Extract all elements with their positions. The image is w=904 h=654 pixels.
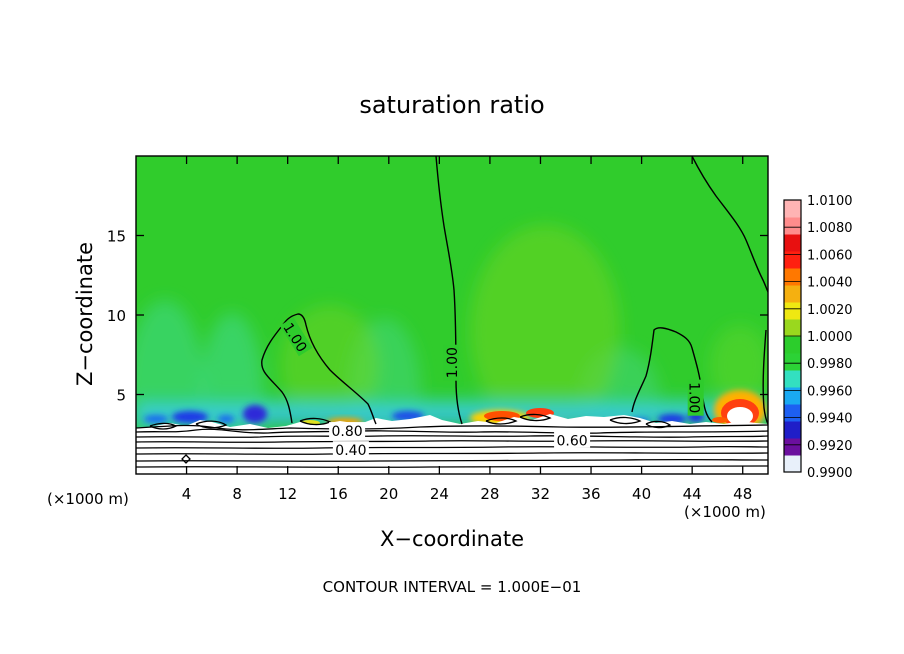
lower-white-layer xyxy=(136,414,768,474)
colorbar-swatches xyxy=(784,200,801,473)
x-tick-label: 16 xyxy=(329,485,348,503)
colorbar-swatch xyxy=(784,438,801,456)
colorbar-swatch xyxy=(784,404,801,422)
y-axis-ticks: 5 10 15 xyxy=(107,228,768,405)
colorbar-label: 0.9920 xyxy=(807,439,853,454)
colorbar-swatch xyxy=(784,387,801,405)
y-tick-label: 10 xyxy=(107,307,126,325)
contour-label-bg xyxy=(687,379,704,416)
contour-label-bg xyxy=(329,422,366,439)
colorbar-swatch xyxy=(784,336,801,354)
contour-label: 1.00 xyxy=(443,344,461,381)
contour-label: 0.40 xyxy=(332,441,369,459)
contour-label-text: 0.80 xyxy=(332,424,363,440)
colorbar-labels: 1.0100 1.0080 1.0060 1.0040 1.0020 1.0000 0.99… xyxy=(784,194,853,481)
contour-label-bg xyxy=(443,344,459,381)
x-unit-left: (×1000 m) xyxy=(47,490,129,508)
contour-label-text: 1.00 xyxy=(686,382,702,413)
x-axis-label: X−coordinate xyxy=(380,527,524,551)
colorbar-swatch xyxy=(784,455,801,473)
colorbar-label: 1.0040 xyxy=(807,276,853,291)
x-tick-label: 44 xyxy=(683,485,702,503)
x-tick-label: 8 xyxy=(232,485,242,503)
colorbar-label: 1.0100 xyxy=(807,194,853,209)
colorbar-swatch xyxy=(784,251,801,269)
colorbar-label: 0.9960 xyxy=(807,384,853,399)
x-tick-label: 24 xyxy=(430,485,449,503)
y-tick-label: 15 xyxy=(107,228,126,246)
x-tick-label: 48 xyxy=(733,485,752,503)
x-axis-ticks: 4 8 12 16 20 24 28 32 36 40 44 48 xyxy=(182,156,752,503)
x-tick-label: 28 xyxy=(480,485,499,503)
colorbar-swatch xyxy=(784,234,801,252)
colorbar-swatch xyxy=(784,302,801,320)
x-unit-right: (×1000 m) xyxy=(684,503,766,521)
colorbar-swatch xyxy=(784,421,801,439)
contour-interval-footer: CONTOUR INTERVAL = 1.000E−01 xyxy=(323,578,582,596)
colorbar-swatch xyxy=(784,319,801,337)
contour-label-text: 0.60 xyxy=(556,434,587,450)
colorbar-swatch xyxy=(784,353,801,371)
contour-label: 1.00 xyxy=(686,379,704,416)
contour-label-bg xyxy=(279,317,313,357)
contour-label: 0.60 xyxy=(554,431,591,450)
plot-area: 1.001.001.000.800.600.40 xyxy=(136,156,768,474)
contour-label-text: 0.40 xyxy=(335,443,366,459)
x-tick-label: 20 xyxy=(379,485,398,503)
colorbar-swatch xyxy=(784,217,801,235)
colorbar-swatch xyxy=(784,268,801,286)
colorbar-label: 1.0020 xyxy=(807,303,853,318)
contour-label-bg xyxy=(332,441,369,458)
x-tick-label: 40 xyxy=(632,485,651,503)
x-tick-label: 12 xyxy=(278,485,297,503)
chart-title: saturation ratio xyxy=(359,91,544,119)
x-tick-label: 4 xyxy=(182,485,192,503)
colorbar-label: 1.0000 xyxy=(807,330,853,345)
colorbar-label: 1.0060 xyxy=(807,248,853,263)
contours-1-00 xyxy=(261,156,768,425)
y-tick-label: 5 xyxy=(116,387,126,405)
colorbar-label: 0.9900 xyxy=(807,466,853,481)
x-tick-label: 32 xyxy=(531,485,550,503)
colorbar: 1.0100 1.0080 1.0060 1.0040 1.0020 1.0000 0.99… xyxy=(783,194,853,481)
colorbar-label: 0.9940 xyxy=(807,412,853,427)
colorbar-swatch xyxy=(784,285,801,303)
x-tick-label: 36 xyxy=(581,485,600,503)
colorbar-swatch xyxy=(784,200,801,218)
y-axis-label: Z−coordinate xyxy=(73,242,97,386)
contour-label-text: 1.00 xyxy=(445,347,461,378)
lower-contours xyxy=(136,413,768,468)
colorbar-label: 1.0080 xyxy=(807,221,853,236)
colorbar-swatch xyxy=(784,370,801,388)
contour-label-bg xyxy=(554,431,591,448)
colorbar-label: 0.9980 xyxy=(807,357,853,372)
contour-label: 0.80 xyxy=(329,422,366,440)
